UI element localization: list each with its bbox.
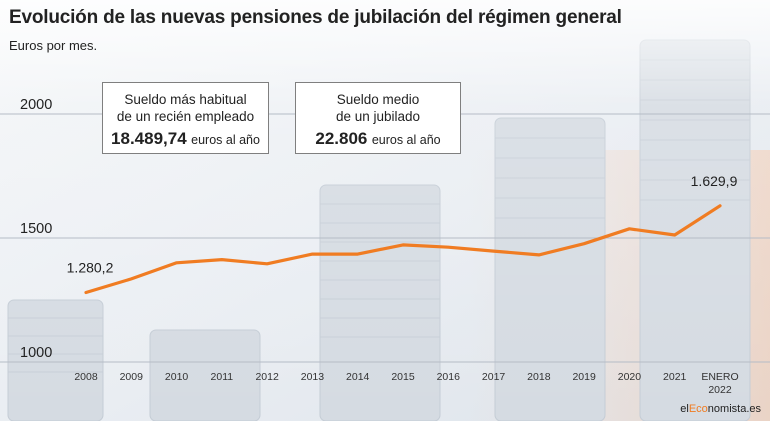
info-box-line2: de un jubilado <box>335 109 421 124</box>
info-box-unit: euros al año <box>191 133 260 147</box>
info-box-retiree-salary: Sueldo medio de un jubilado 22.806 euros… <box>295 82 461 154</box>
x-tick-label: 2008 <box>74 371 98 383</box>
info-box-line1: Sueldo más habitual <box>124 92 247 107</box>
y-tick-label: 1000 <box>20 345 52 361</box>
data-label: 1.629,9 <box>691 173 738 189</box>
x-tick-label: ENERO 2022 <box>701 371 738 396</box>
x-tick-label: 2010 <box>165 371 189 383</box>
data-label: 1.280,2 <box>67 260 114 276</box>
brand-prefix: el <box>680 403 689 415</box>
brand-highlight: Eco <box>688 403 708 415</box>
x-tick-label: 2020 <box>618 371 642 383</box>
x-tick-label: 2013 <box>301 371 325 383</box>
brand-logo: elEconomista.es <box>680 403 761 415</box>
info-box-unit: euros al año <box>371 133 441 147</box>
info-box-line2: de un recién empleado <box>116 109 255 124</box>
info-box-value: 22.806 <box>315 129 368 148</box>
info-box-line1: Sueldo medio <box>336 92 420 107</box>
x-tick-label: 2017 <box>482 371 506 383</box>
brand-suffix: nomista.es <box>707 403 761 415</box>
x-tick-label: 2021 <box>663 371 687 383</box>
x-tick-label: 2019 <box>572 371 596 383</box>
y-tick-label: 1500 <box>20 221 52 237</box>
x-tick-label: 2009 <box>120 371 144 383</box>
chart-subtitle: Euros por mes. <box>9 38 98 53</box>
x-tick-label: 2011 <box>211 371 234 383</box>
y-tick-label: 2000 <box>20 97 52 113</box>
x-tick-label: 2012 <box>255 371 279 383</box>
x-tick-label: 2018 <box>527 371 551 383</box>
x-tick-label: 2016 <box>437 371 461 383</box>
series-line <box>84 204 722 295</box>
info-box-employee-salary: Sueldo más habitual de un recién emplead… <box>102 82 269 154</box>
x-tick-label: 2015 <box>391 371 415 383</box>
chart-title: Evolución de las nuevas pensiones de jub… <box>9 7 622 28</box>
info-box-value: 18.489,74 <box>111 129 187 148</box>
x-tick-label: 2014 <box>346 371 370 383</box>
